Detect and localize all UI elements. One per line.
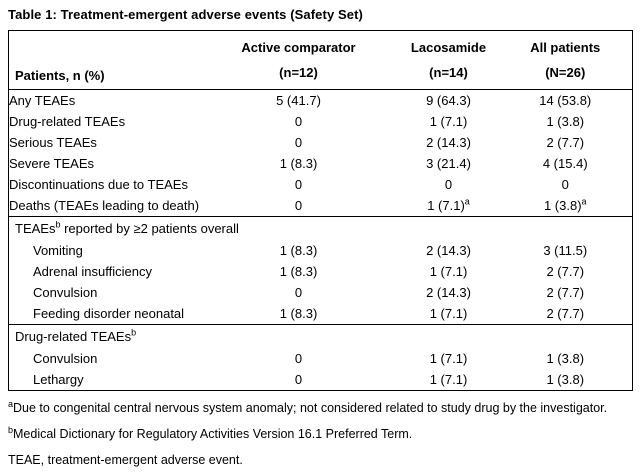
cell-value: 1 (7.1)	[429, 306, 468, 321]
row-label: Any TEAEs	[9, 93, 76, 108]
column-header-active-comparator: Active comparator (n=12)	[198, 30, 399, 90]
cell-value: 1 (7.1)	[429, 114, 468, 129]
row-label: Serious TEAEs	[9, 135, 97, 150]
cell-value: 1 (7.1)	[429, 264, 468, 279]
cell-value: 1 (8.3)	[279, 156, 318, 171]
row-label: Drug-related TEAEs	[9, 114, 126, 129]
section-label-text: TEAEs	[15, 221, 56, 236]
cell-value: 1 (3.8)a	[499, 195, 633, 217]
cell-value: 2 (7.7)	[546, 285, 585, 300]
row-label: Adrenal insufficiency	[33, 264, 152, 279]
column-header-lacosamide: Lacosamide (n=14)	[398, 30, 499, 90]
cell-value: 2 (7.7)	[546, 264, 585, 279]
column-sublabel: (n=14)	[429, 65, 468, 80]
adverse-events-table: Patients, n (%) Active comparator (n=12)…	[8, 30, 633, 391]
footnote-marker-b: b	[131, 327, 137, 338]
cell-value: 14 (53.8)	[539, 93, 592, 108]
cell-value: 0	[294, 177, 303, 192]
cell-value: 0	[294, 351, 303, 366]
row-label: Discontinuations due to TEAEs	[9, 177, 188, 192]
cell-value: 1 (7.1)	[429, 351, 468, 366]
table-row: Adrenal insufficiency 1 (8.3) 1 (7.1) 2 …	[9, 261, 633, 282]
cell-value: 2 (7.7)	[546, 306, 585, 321]
cell-value: 0	[294, 372, 303, 387]
row-header-label: Patients, n (%)	[8, 30, 199, 90]
footnote-a: aDue to congenital central nervous syste…	[8, 398, 632, 416]
footnote-marker-b: b	[8, 424, 14, 435]
section-label: TEAEsb reported by ≥2 patients overall	[8, 216, 633, 240]
cell-value: 0	[294, 135, 303, 150]
cell-value: 0	[444, 177, 453, 192]
column-label: Active comparator	[241, 40, 356, 55]
column-label: Lacosamide	[410, 40, 487, 55]
cell-value: 1 (8.3)	[279, 264, 318, 279]
cell-value: 1 (7.1)a	[399, 195, 499, 217]
table-row: Vomiting 1 (8.3) 2 (14.3) 3 (11.5)	[9, 240, 633, 261]
section-header-row: Drug-related TEAEsb	[8, 324, 633, 348]
cell-value: 5 (41.7)	[276, 93, 321, 108]
section-label: Drug-related TEAEsb	[8, 324, 633, 348]
column-sublabel: (N=26)	[545, 65, 586, 80]
cell-value: 2 (14.3)	[426, 285, 471, 300]
header-row: Patients, n (%) Active comparator (n=12)…	[8, 30, 633, 90]
row-label: Feeding disorder neonatal	[33, 306, 185, 321]
cell-value: 4 (15.4)	[542, 156, 588, 171]
cell-value: 0	[561, 177, 569, 192]
table-row: Convulsion 0 2 (14.3) 2 (7.7)	[9, 282, 633, 303]
cell-value: 1 (8.3)	[279, 243, 318, 258]
row-label: Convulsion	[33, 285, 98, 300]
table-row: Lethargy 0 1 (7.1) 1 (3.8)	[9, 369, 633, 391]
cell-value-text: 1 (7.1)	[427, 198, 465, 213]
row-label: Convulsion	[33, 351, 98, 366]
table-row: Feeding disorder neonatal 1 (8.3) 1 (7.1…	[9, 303, 633, 325]
cell-value: 0	[294, 198, 303, 213]
footnote-marker-a: a	[8, 398, 14, 409]
table-title: Table 1: Treatment-emergent adverse even…	[8, 7, 363, 22]
cell-value: 0	[294, 285, 303, 300]
column-label: All patients	[530, 40, 601, 55]
table-header: Patients, n (%) Active comparator (n=12)…	[8, 30, 633, 90]
row-label: Lethargy	[33, 372, 84, 387]
footnote-text: Due to congenital central nervous system…	[13, 401, 608, 415]
table-row: Discontinuations due to TEAEs 0 0 0	[9, 174, 633, 195]
cell-value-text: 1 (3.8)	[543, 198, 582, 213]
cell-value: 2 (14.3)	[426, 135, 471, 150]
table-row: Deaths (TEAEs leading to death) 0 1 (7.1…	[9, 195, 633, 217]
row-label: Deaths (TEAEs leading to death)	[9, 198, 199, 213]
column-sublabel: (n=12)	[279, 65, 318, 80]
footnote-abbreviation: TEAE, treatment-emergent adverse event.	[8, 452, 632, 468]
cell-value: 1 (3.8)	[546, 372, 585, 387]
cell-value: 2 (14.3)	[426, 243, 471, 258]
column-header-all-patients: All patients (N=26)	[498, 30, 633, 90]
section-header-row: TEAEsb reported by ≥2 patients overall	[8, 216, 633, 240]
footnote-marker-b: b	[55, 219, 61, 230]
footnote-marker-a: a	[464, 196, 470, 207]
cell-value: 0	[294, 114, 303, 129]
cell-value: 1 (8.3)	[279, 306, 318, 321]
footnote-marker-a: a	[581, 196, 587, 207]
row-label: Vomiting	[33, 243, 83, 258]
table-row: Severe TEAEs 1 (8.3) 3 (21.4) 4 (15.4)	[9, 153, 633, 174]
footnote-text: TEAE, treatment-emergent adverse event.	[8, 453, 243, 467]
footnote-text: Medical Dictionary for Regulatory Activi…	[13, 427, 413, 441]
table-row: Convulsion 0 1 (7.1) 1 (3.8)	[9, 348, 633, 369]
cell-value: 1 (3.8)	[546, 351, 585, 366]
cell-value: 3 (11.5)	[543, 243, 588, 258]
section-label-rest: reported by ≥2 patients overall	[60, 221, 239, 236]
footnote-b: bMedical Dictionary for Regulatory Activ…	[8, 424, 632, 442]
cell-value: 3 (21.4)	[426, 156, 471, 171]
table-row: Any TEAEs 5 (41.7) 9 (64.3) 14 (53.8)	[9, 90, 633, 112]
row-label: Severe TEAEs	[9, 156, 95, 171]
section-label-text: Drug-related TEAEs	[15, 329, 132, 344]
table-row: Serious TEAEs 0 2 (14.3) 2 (7.7)	[9, 132, 633, 153]
cell-value: 1 (3.8)	[546, 114, 585, 129]
cell-value: 1 (7.1)	[429, 372, 468, 387]
cell-value: 9 (64.3)	[426, 93, 471, 108]
table-row: Drug-related TEAEs 0 1 (7.1) 1 (3.8)	[9, 111, 633, 132]
footnotes: aDue to congenital central nervous syste…	[8, 398, 632, 468]
cell-value: 2 (7.7)	[546, 135, 585, 150]
